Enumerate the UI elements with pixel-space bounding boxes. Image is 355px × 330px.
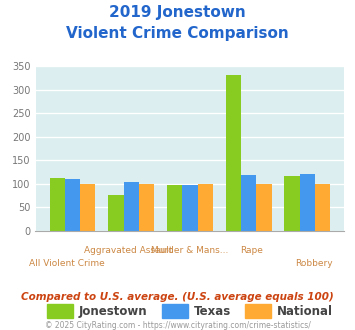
Bar bbox=[108, 195, 124, 231]
Bar bbox=[124, 182, 139, 231]
Bar bbox=[65, 179, 80, 231]
Bar bbox=[198, 184, 213, 231]
Text: Murder & Mans...: Murder & Mans... bbox=[151, 246, 229, 255]
Bar bbox=[50, 178, 65, 231]
Text: © 2025 CityRating.com - https://www.cityrating.com/crime-statistics/: © 2025 CityRating.com - https://www.city… bbox=[45, 321, 310, 330]
Bar bbox=[139, 184, 154, 231]
Bar bbox=[80, 184, 95, 231]
Bar bbox=[167, 185, 182, 231]
Text: All Violent Crime: All Violent Crime bbox=[28, 259, 104, 268]
Bar bbox=[226, 75, 241, 231]
Bar bbox=[182, 185, 198, 231]
Text: Violent Crime Comparison: Violent Crime Comparison bbox=[66, 26, 289, 41]
Bar bbox=[241, 175, 256, 231]
Text: Aggravated Assault: Aggravated Assault bbox=[84, 246, 173, 255]
Text: Robbery: Robbery bbox=[295, 259, 332, 268]
Text: 2019 Jonestown: 2019 Jonestown bbox=[109, 5, 246, 20]
Bar bbox=[315, 184, 330, 231]
Text: Rape: Rape bbox=[240, 246, 263, 255]
Bar bbox=[256, 184, 272, 231]
Legend: Jonestown, Texas, National: Jonestown, Texas, National bbox=[42, 300, 338, 323]
Bar bbox=[284, 176, 300, 231]
Text: Compared to U.S. average. (U.S. average equals 100): Compared to U.S. average. (U.S. average … bbox=[21, 292, 334, 302]
Bar bbox=[300, 174, 315, 231]
